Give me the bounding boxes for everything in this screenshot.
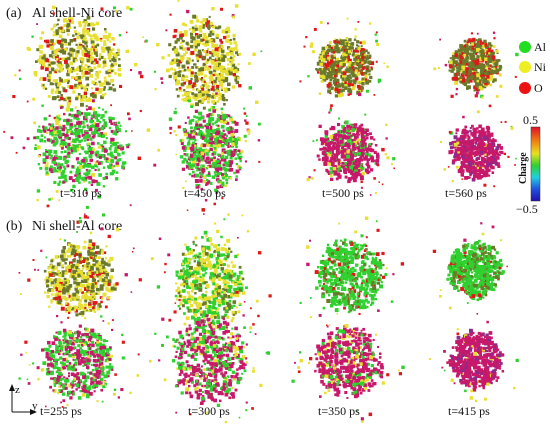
- time-label-b4: t=415 ps: [448, 404, 490, 418]
- panel-a-label: (a): [6, 6, 22, 21]
- cluster-a-bot-1: [3, 79, 157, 219]
- cluster-a-top-3: [299, 17, 389, 112]
- time-label-b2: t=300 ps: [188, 404, 230, 418]
- time-label-a4: t=560 ps: [445, 186, 487, 200]
- charge-colorbar: 0.5 Charge −0.5: [516, 113, 541, 216]
- axis-indicator: z y: [9, 384, 38, 415]
- cluster-b-bot-1: [18, 310, 140, 408]
- legend-o-label: O: [534, 81, 543, 95]
- cluster-a-top-4: [433, 31, 519, 108]
- time-label-b3: t=350 ps: [318, 404, 360, 418]
- cluster-a-top-2: [153, 0, 263, 134]
- colorbar-min-label: −0.5: [516, 202, 538, 216]
- time-label-a1: t=310 ps: [60, 186, 102, 200]
- cluster-b-top-1: [18, 217, 142, 342]
- panel-b-title: Ni shell-Al core: [32, 219, 122, 234]
- legend-al-label: Al: [534, 40, 547, 54]
- time-label-a3: t=500 ps: [322, 186, 364, 200]
- legend-o-marker: [519, 82, 531, 94]
- z-axis-arrow: [9, 384, 15, 391]
- cluster-b-top-3: [299, 216, 405, 333]
- cluster-b-bot-2: [149, 290, 271, 424]
- panel-a-title: Al shell-Ni core: [32, 6, 122, 21]
- colorbar-gradient: [530, 126, 541, 202]
- cluster-b-top-4: [432, 222, 508, 315]
- colorbar-title: Charge: [518, 152, 529, 184]
- y-axis-arrow: [30, 409, 37, 415]
- legend-al-marker: [519, 41, 531, 53]
- colorbar-max-label: 0.5: [523, 113, 538, 127]
- time-label-a2: t=450 ps: [184, 186, 226, 200]
- element-legend: Al Ni O: [519, 40, 547, 95]
- legend-ni-label: Ni: [534, 60, 547, 74]
- panel-b-label: (b): [6, 219, 23, 234]
- cluster-a-bot-4: [439, 110, 517, 188]
- cluster-a-bot-3: [306, 104, 396, 196]
- cluster-b-bot-4: [428, 320, 519, 403]
- time-label-b1: t=255 ps: [40, 404, 82, 418]
- cluster-b-top-2: [150, 213, 272, 363]
- cluster-grid: [3, 0, 519, 424]
- legend-ni-marker: [519, 61, 531, 73]
- cluster-a-bot-2: [157, 84, 261, 215]
- y-axis-label: y: [32, 400, 38, 412]
- cluster-a-top-1: [12, 5, 148, 139]
- z-axis-label: z: [15, 384, 20, 396]
- cluster-b-bot-3: [291, 301, 405, 423]
